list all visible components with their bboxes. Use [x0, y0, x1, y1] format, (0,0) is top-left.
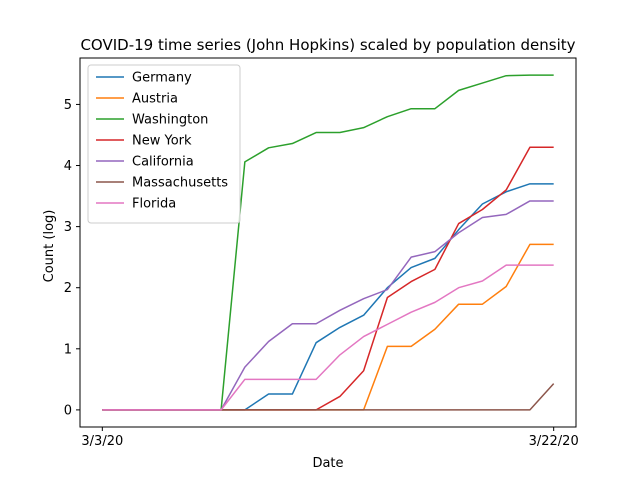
legend: Germany Austria Washington New York Californ… [87, 64, 241, 224]
chart-title: COVID-19 time series (John Hopkins) scal… [80, 36, 575, 54]
y-tick-label: 4 [64, 159, 72, 174]
legend-label-austria: Austria [132, 92, 178, 107]
y-tick-label: 1 [64, 342, 72, 357]
legend-label-massachusetts: Massachusetts [132, 176, 228, 191]
y-axis-title: Count (log) [42, 210, 57, 283]
legend-box [87, 64, 241, 224]
series-line-massachusetts [102, 383, 555, 411]
y-tick-label: 2 [64, 281, 72, 296]
plot-area: 0 1 2 3 4 5 3/3/20 3/22/20 [64, 57, 579, 449]
y-tick-label: 3 [64, 220, 72, 235]
axes-frame [79, 57, 577, 428]
legend-label-california: California [132, 155, 194, 170]
series-line-austria [102, 243, 554, 411]
y-tick-label: 0 [64, 403, 72, 418]
y-tick-label: 5 [64, 98, 72, 113]
legend-label-washington: Washington [132, 113, 208, 128]
legend-label-florida: Florida [132, 197, 176, 212]
legend-label-new-york: New York [132, 134, 192, 149]
series-line-california [102, 200, 554, 411]
x-tick-label: 3/3/20 [81, 434, 123, 449]
legend-label-germany: Germany [132, 71, 192, 86]
series-line-florida [102, 264, 554, 411]
x-tick-label: 3/22/20 [529, 434, 579, 449]
x-axis-title: Date [312, 456, 343, 471]
